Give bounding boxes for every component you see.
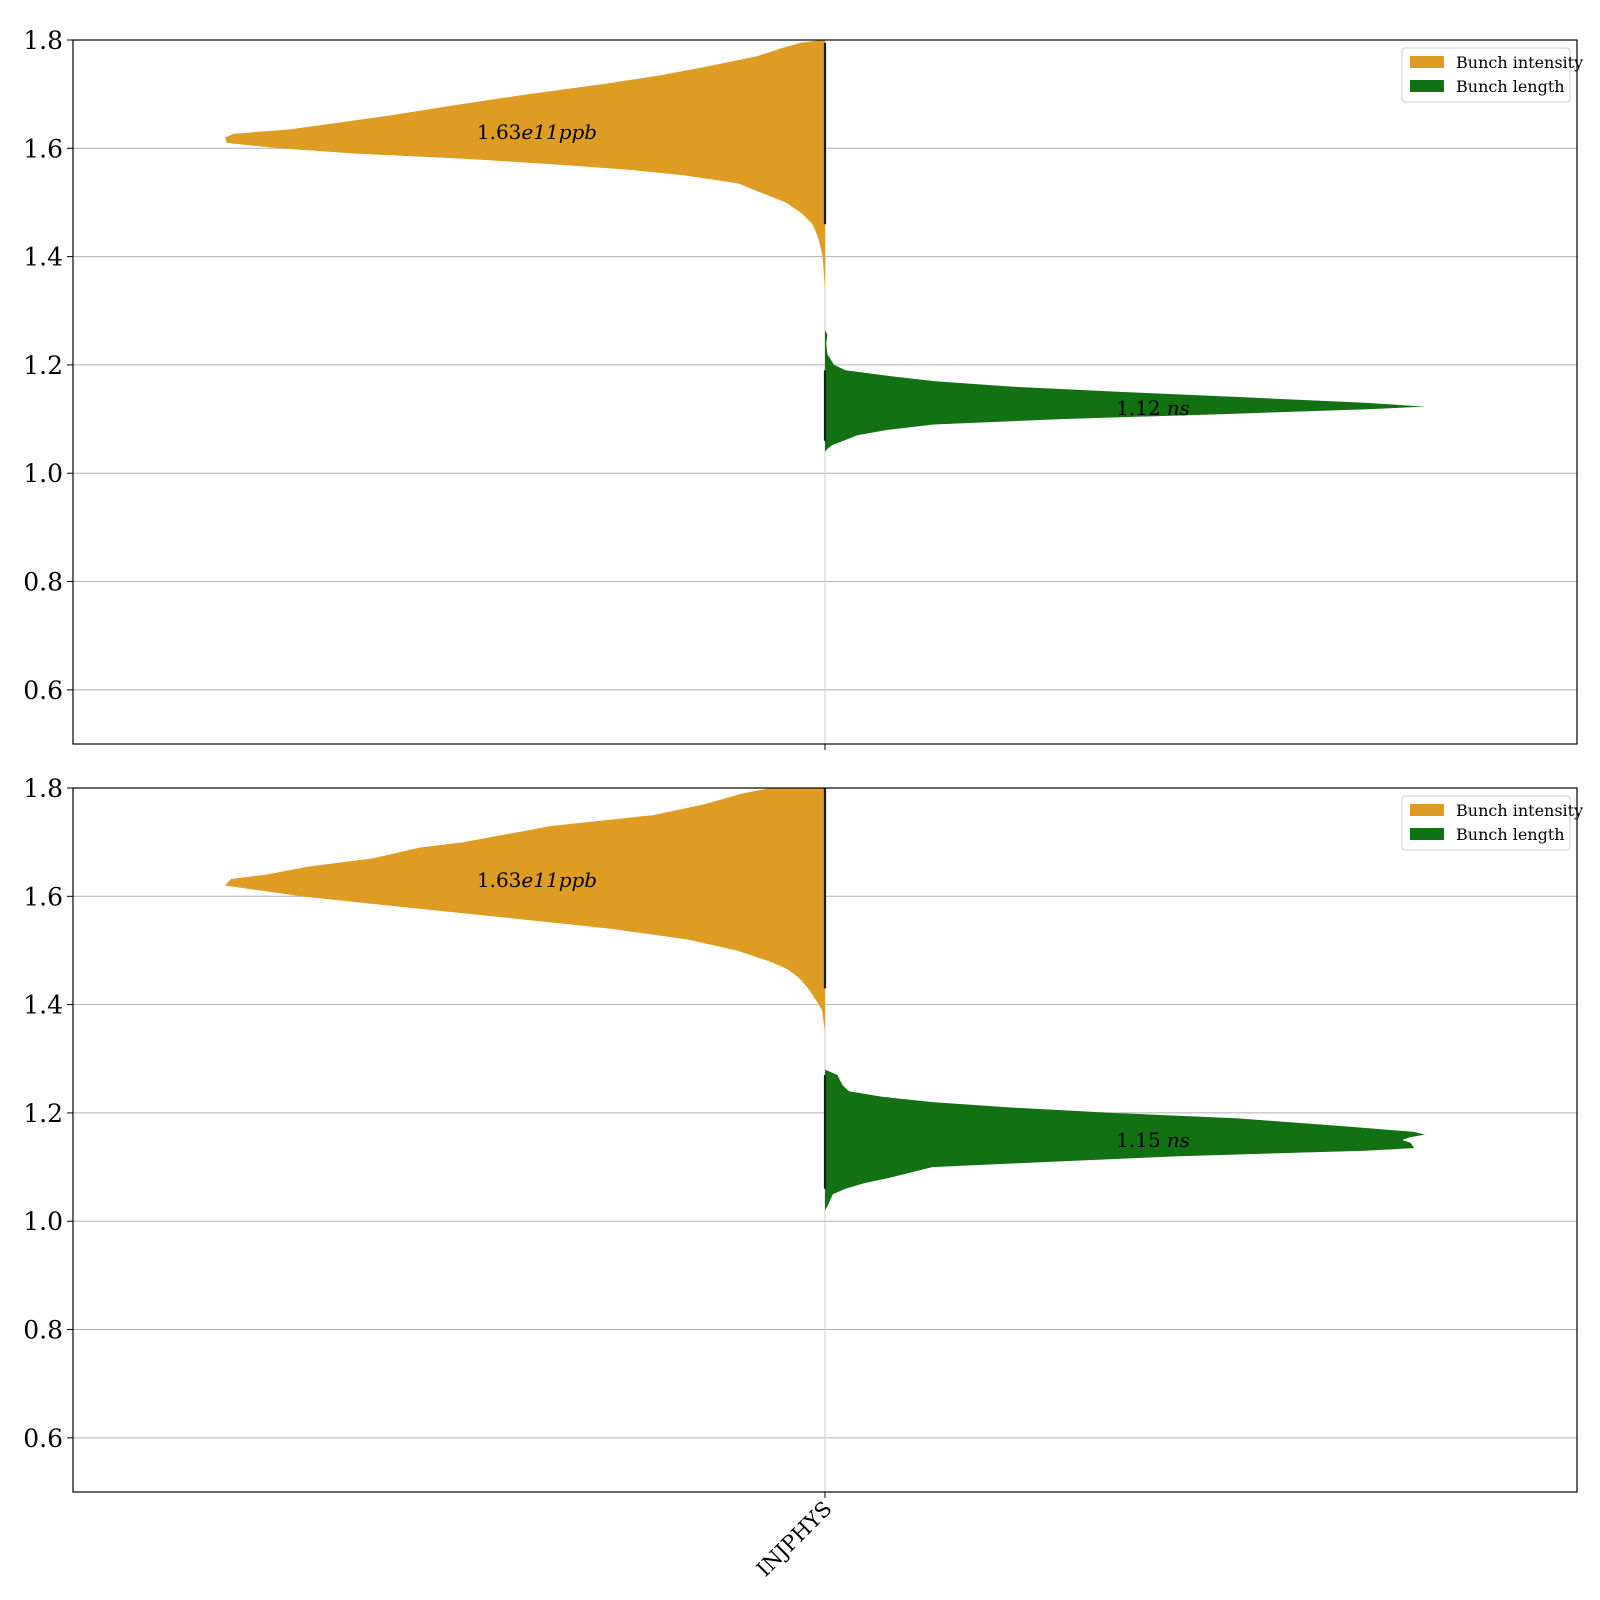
violin-intensity — [225, 788, 825, 1032]
legend-swatch-intensity — [1410, 56, 1444, 68]
violin-intensity — [225, 40, 825, 290]
y-tick-label: 1.2 — [23, 1099, 63, 1128]
y-tick-label: 0.8 — [23, 568, 63, 597]
x-category-label: INJPHYS — [752, 1497, 837, 1582]
legend-label-intensity: Bunch intensity — [1456, 801, 1583, 820]
value-annotation: 1.63e11ppb — [477, 868, 597, 892]
y-tick-label: 1.0 — [23, 459, 63, 488]
violin-length — [825, 1069, 1425, 1211]
y-tick-label: 0.8 — [23, 1316, 63, 1345]
y-tick-label: 1.0 — [23, 1207, 63, 1236]
y-tick-label: 1.6 — [23, 134, 63, 163]
y-tick-label: 1.6 — [23, 882, 63, 911]
y-tick-label: 1.4 — [23, 991, 63, 1020]
legend-swatch-length — [1410, 828, 1444, 840]
y-tick-label: 1.2 — [23, 351, 63, 380]
plot-area — [225, 788, 1425, 1211]
legend: Bunch intensity Bunch length — [1401, 47, 1583, 103]
y-tick-label: 1.8 — [23, 774, 63, 803]
y-tick-label: 0.6 — [23, 676, 63, 705]
legend-swatch-intensity — [1410, 804, 1444, 816]
violin-length — [825, 329, 1425, 452]
legend-label-length: Bunch length — [1456, 825, 1565, 844]
y-tick-label: 1.8 — [23, 26, 63, 55]
legend: Bunch intensity Bunch length — [1401, 795, 1583, 851]
plot-area — [225, 40, 1425, 452]
y-tick-label: 0.6 — [23, 1424, 63, 1453]
legend-label-length: Bunch length — [1456, 77, 1565, 96]
value-annotation: 1.15 ns — [1116, 1128, 1190, 1152]
value-annotation: 1.12 ns — [1116, 396, 1190, 420]
chart-panel-1: 1.63e11ppb 1.12 ns 0.6 0.8 1.0 1.2 1.4 1.6 1.8 Bun… — [23, 26, 1583, 750]
y-tick-label: 1.4 — [23, 243, 63, 272]
legend-swatch-length — [1410, 80, 1444, 92]
value-annotation: 1.63e11ppb — [477, 120, 597, 144]
chart-panel-2: 1.63e11ppb 1.15 ns 0.6 0.8 1.0 1.2 1.4 1.6 1.8 INJ… — [23, 774, 1583, 1581]
legend-label-intensity: Bunch intensity — [1456, 53, 1583, 72]
